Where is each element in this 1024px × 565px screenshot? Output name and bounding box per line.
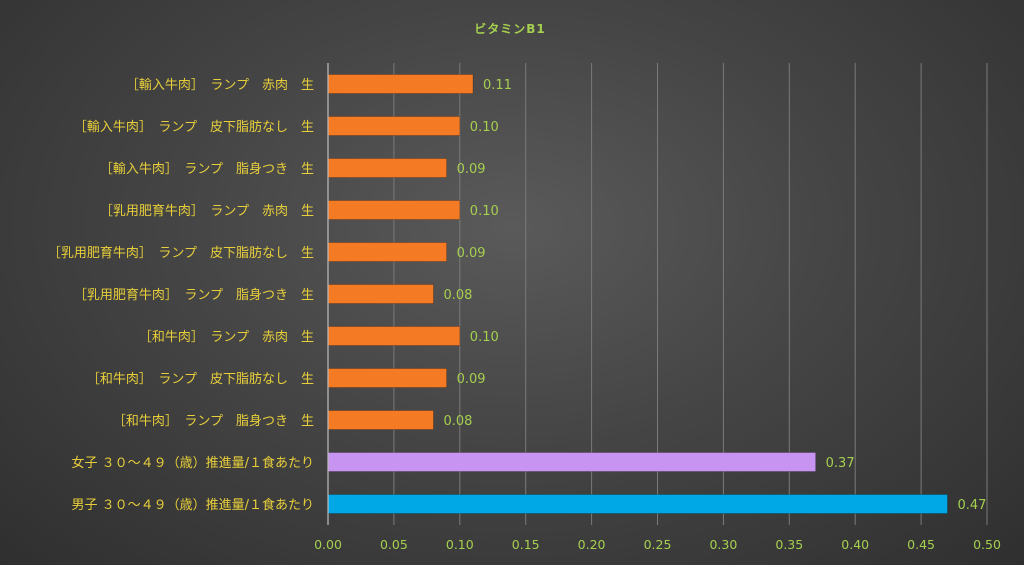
- bar: [327, 452, 817, 472]
- data-label: 0.37: [826, 456, 855, 471]
- data-label: 0.08: [443, 414, 472, 429]
- category-label: ［乳用肥育牛肉］ ランプ 皮下脂肪なし 生: [48, 245, 314, 261]
- category-label: 女子 ３０～４９（歳）推進量/１食あたり: [71, 455, 314, 471]
- gridlines: [393, 63, 988, 525]
- bar: [327, 74, 474, 94]
- x-tick-label: 0.00: [314, 537, 342, 552]
- chart-title: ビタミンB1: [474, 21, 546, 36]
- category-label: ［和牛肉］ ランプ 皮下脂肪なし 生: [87, 371, 314, 387]
- x-tick-label: 0.50: [973, 537, 1001, 552]
- category-label: ［和牛肉］ ランプ 脂身つき 生: [113, 413, 314, 429]
- x-tick-label: 0.45: [907, 537, 935, 552]
- category-label: ［和牛肉］ ランプ 赤肉 生: [139, 330, 314, 345]
- bar: [327, 242, 448, 262]
- x-tick-label: 0.25: [644, 537, 672, 552]
- bar: [327, 158, 448, 178]
- category-label: 男子 ３０～４９（歳）推進量/１食あたり: [71, 497, 314, 513]
- bar: [327, 368, 448, 388]
- bar: [327, 326, 461, 346]
- x-tick-label: 0.15: [512, 537, 540, 552]
- bar: [327, 200, 461, 220]
- category-label: ［輸入牛肉］ ランプ 赤肉 生: [126, 78, 314, 93]
- data-label: 0.10: [470, 120, 499, 135]
- data-label: 0.09: [457, 372, 486, 387]
- data-label: 0.10: [470, 330, 499, 345]
- x-tick-label: 0.35: [775, 537, 803, 552]
- data-label: 0.10: [470, 204, 499, 219]
- data-label: 0.08: [443, 288, 472, 303]
- x-tick-label: 0.10: [446, 537, 474, 552]
- bar: [327, 284, 434, 304]
- category-labels: ［輸入牛肉］ ランプ 赤肉 生 ［輸入牛肉］ ランプ 皮下脂肪なし 生 ［輸入牛肉］…: [48, 78, 314, 513]
- category-label: ［乳用肥育牛肉］ ランプ 脂身つき 生: [74, 287, 314, 303]
- bars: [327, 74, 948, 514]
- data-label: 0.09: [457, 246, 486, 261]
- data-label: 0.47: [957, 498, 986, 513]
- bar: [327, 494, 948, 514]
- x-tick-label: 0.20: [578, 537, 606, 552]
- x-tick-label: 0.30: [709, 537, 737, 552]
- category-label: ［輸入牛肉］ ランプ 皮下脂肪なし 生: [74, 119, 314, 135]
- data-label: 0.09: [457, 162, 486, 177]
- x-tick-labels: 0.00 0.05 0.10 0.15 0.20 0.25 0.30 0.35 0.40 0.45…: [314, 537, 1001, 552]
- x-tick-label: 0.40: [841, 537, 869, 552]
- bar: [327, 116, 461, 136]
- data-label: 0.11: [483, 78, 512, 93]
- category-label: ［輸入牛肉］ ランプ 脂身つき 生: [100, 161, 314, 177]
- bar: [327, 410, 434, 430]
- category-label: ［乳用肥育牛肉］ ランプ 赤肉 生: [100, 203, 314, 219]
- data-labels: 0.11 0.10 0.09 0.10 0.09 0.08 0.10 0.09 0.08 0.37…: [443, 78, 986, 513]
- x-tick-label: 0.05: [380, 537, 408, 552]
